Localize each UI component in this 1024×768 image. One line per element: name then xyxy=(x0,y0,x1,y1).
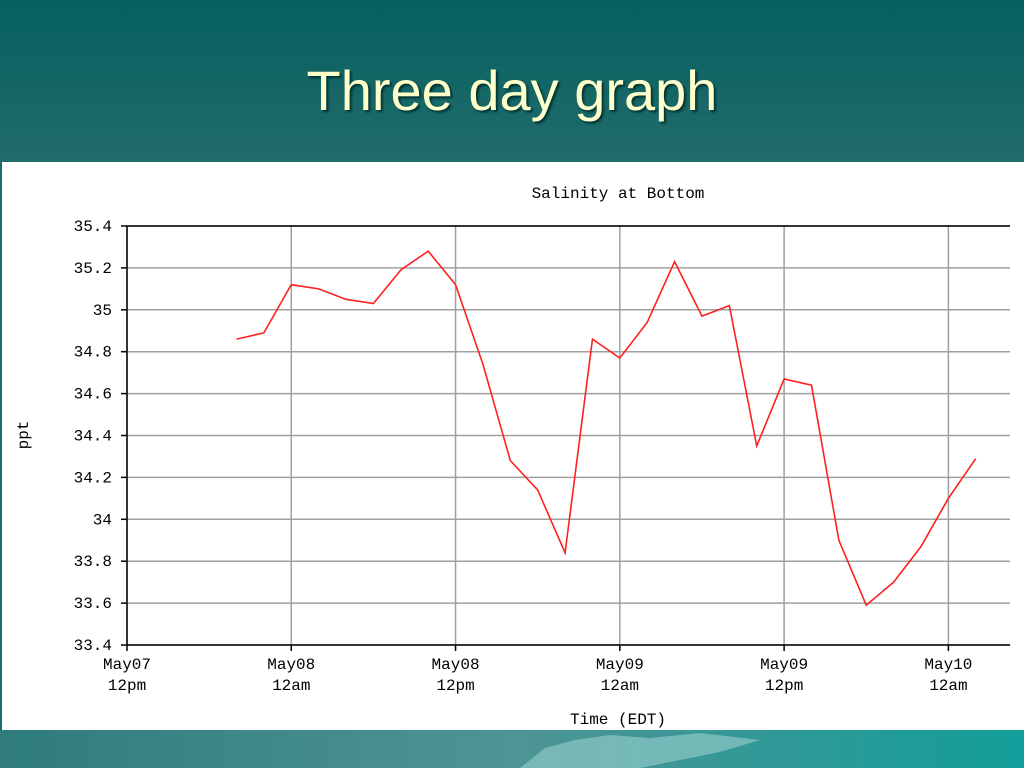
y-axis-label: ppt xyxy=(15,421,33,450)
x-tick-label: May08 12am xyxy=(267,656,316,695)
y-tick-label: 33.6 xyxy=(74,595,112,613)
footer-decoration xyxy=(520,733,760,768)
plot-frame xyxy=(126,225,1010,646)
y-tick-label: 34.2 xyxy=(74,469,112,487)
y-tick-label: 35.2 xyxy=(74,260,112,278)
data-line xyxy=(236,250,977,607)
x-tick-label: May09 12am xyxy=(595,656,644,695)
x-tick-label: May08 12pm xyxy=(431,656,480,695)
x-tick-label: May07 12pm xyxy=(102,656,151,695)
header-band xyxy=(0,0,1024,162)
x-axis-label: Time (EDT) xyxy=(570,711,666,729)
y-tick-label: 34.8 xyxy=(74,344,112,362)
chart-title: Salinity at Bottom xyxy=(532,185,705,203)
slide-title: Three day graph xyxy=(306,59,718,122)
y-tick-label: 34 xyxy=(93,511,112,529)
chart-area xyxy=(0,162,1024,730)
y-tick-label: 35 xyxy=(93,302,112,320)
left-edge xyxy=(0,162,2,730)
x-tick-label: May09 12pm xyxy=(760,656,809,695)
y-tick-label: 34.6 xyxy=(74,386,112,404)
footer-band xyxy=(0,730,1024,768)
y-tick-label: 33.4 xyxy=(74,637,112,655)
y-tick-label: 34.4 xyxy=(74,428,112,446)
y-tick-label: 33.8 xyxy=(74,553,112,571)
x-tick-label: May10 12am xyxy=(924,656,973,695)
y-tick-label: 35.4 xyxy=(74,218,112,236)
